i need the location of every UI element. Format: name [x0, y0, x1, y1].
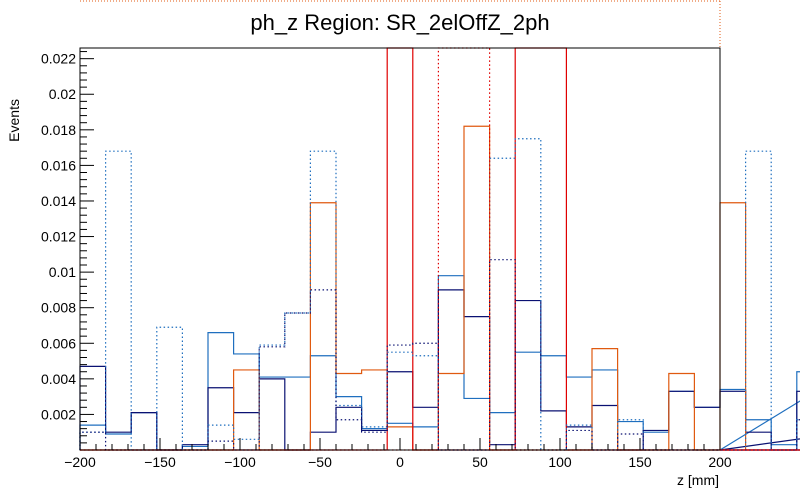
x-axis-title: z [mm]: [677, 472, 719, 488]
series-navy-solid: [79, 289, 800, 451]
axis-layer: −200 −150 −100 −50 0 50 100 150 200 0.002 0.004 0.0…: [41, 51, 732, 470]
y-tick-label: 0.004: [41, 371, 76, 387]
y-tick-label: 0.002: [41, 406, 76, 422]
x-tick-label: 150: [628, 454, 652, 470]
y-tick-label: 0.01: [49, 264, 76, 280]
x-tick-label: 200: [708, 454, 732, 470]
series-blue-solid: [79, 275, 800, 451]
series-layer: [79, 47, 800, 451]
plot-frame: [79, 47, 721, 451]
x-tick-label: −150: [144, 454, 176, 470]
x-tick-label: −50: [308, 454, 332, 470]
y-axis-title: Events: [6, 99, 22, 142]
x-tick-label: −200: [64, 454, 96, 470]
x-tick-label: 100: [548, 454, 572, 470]
series-orange-solid: [80, 125, 800, 451]
x-tick-label: 0: [396, 454, 404, 470]
x-tick-label: −100: [224, 454, 256, 470]
y-tick-label: 0.006: [41, 335, 76, 351]
y-tick-label: 0.016: [41, 157, 76, 173]
series-red-solid: [80, 47, 800, 451]
series-navy-dotted: [79, 259, 800, 451]
y-tick-label: 0.008: [41, 300, 76, 316]
y-tick-label: 0.012: [41, 229, 76, 245]
y-tick-label: 0.014: [41, 193, 76, 209]
series-red-dotted: [80, 47, 800, 451]
x-tick-label: 50: [472, 454, 488, 470]
y-tick-label: 0.018: [41, 122, 76, 138]
y-tick-label: 0.022: [41, 51, 76, 67]
y-tick-label: 0.02: [49, 86, 76, 102]
series-blue-dotted: [79, 138, 800, 451]
chart-title: ph_z Region: SR_2elOffZ_2ph: [250, 10, 549, 35]
